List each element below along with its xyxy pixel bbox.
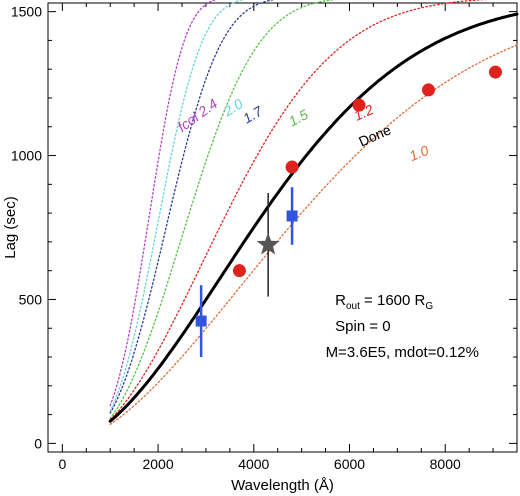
annotation: Spin = 0 [335,318,390,335]
x-axis-label: Wavelength (Å) [231,477,334,494]
annotations: Rout = 1600 RG Spin = 0 M=3.6E5, mdot=0.12… [326,292,479,361]
curve [109,0,245,412]
data-point-star [256,232,280,255]
curve-label: Done [356,121,393,149]
data-point-square [286,210,298,222]
curve-label: 1.0 [407,142,431,164]
annotation: Rout = 1600 RG [335,292,433,312]
data-point-square [195,315,207,327]
y-tick-label: 500 [19,291,43,307]
curve-label: 1.5 [286,106,311,129]
x-tick-label: 4000 [238,456,269,472]
data-point-circle [421,83,435,97]
curve [109,0,276,414]
annotation: M=3.6E5, mdot=0.12% [326,344,479,361]
curve-label: 1.7 [240,102,266,126]
y-tick-label: 1500 [11,4,42,20]
x-tick-label: 8000 [430,456,461,472]
curve-label: fcol 2.4 [174,95,220,135]
curve [109,0,337,420]
curve [108,12,519,423]
model-curves [108,0,519,426]
data-points [195,65,502,358]
x-tick-label: 6000 [334,456,365,472]
x-tick-label: 2000 [142,456,173,472]
data-point-circle [232,264,246,278]
curve [109,0,488,421]
x-tick-label: 0 [58,456,66,472]
y-axis-label: Lag (sec) [2,196,19,259]
y-tick-label: 1000 [11,148,42,164]
y-tick-label: 0 [34,435,42,451]
plot-frame [47,2,518,453]
data-point-circle [352,98,366,112]
curve [109,44,518,426]
data-point-circle [488,65,502,79]
axis-ticks: 0 2000 4000 6000 8000 0 500 1000 1500 [11,3,518,472]
data-point-circle [285,160,299,174]
